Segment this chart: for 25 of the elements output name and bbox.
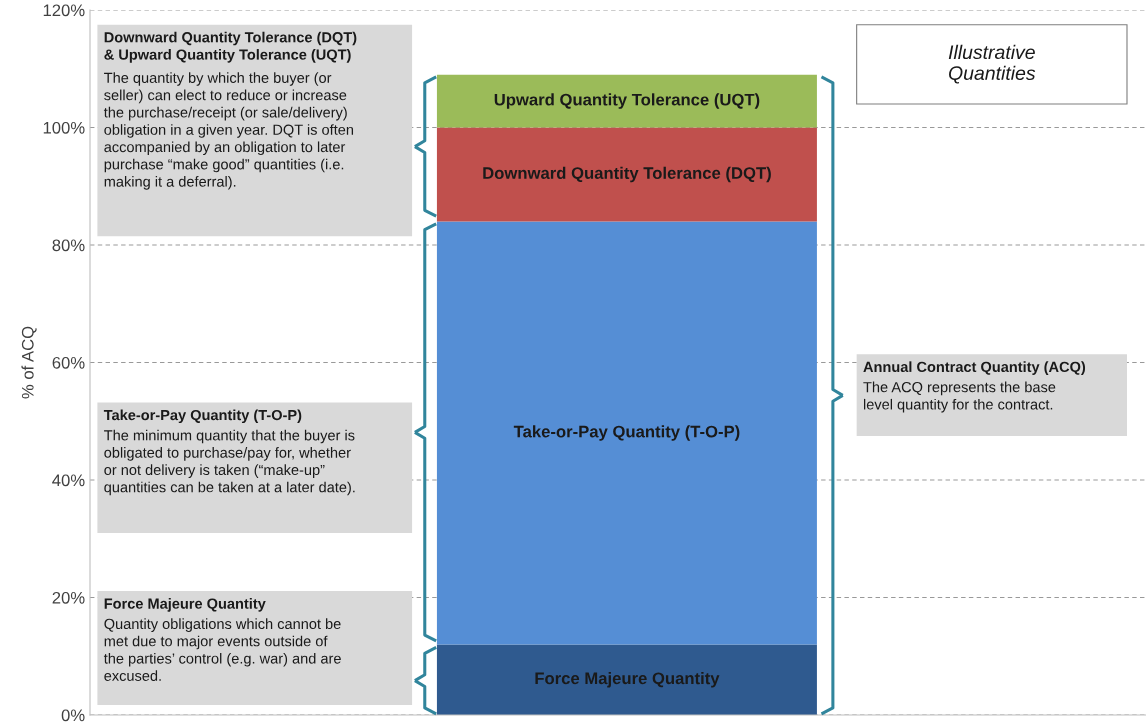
annotation: Annual Contract Quantity (ACQ) — [863, 361, 1086, 375]
bar — [436, 644, 817, 715]
annotation: The ACQ represents the base level quantity for the contract. — [863, 381, 1056, 413]
annotation: Take-or-Pay Quantity (T-O-P) — [103, 409, 302, 424]
annotation: Downward Quantity Tolerance (DQT) & Upward Quantity Tolerance (UQT) — [104, 31, 357, 63]
series-label: Force Majeure Quantity — [535, 671, 720, 688]
y-tick-label: 0% — [61, 709, 85, 722]
annotation: Illustrative Quantities — [948, 44, 1036, 84]
y-tick-label: 100% — [43, 121, 85, 134]
annotation: Quantity obligations which cannot be met due to major events outside of the parties’ control (e.g. war) and are excused. — [103, 618, 341, 681]
annotation: Force Majeure Quantity — [104, 598, 266, 612]
series-label: Upward Quantity Tolerance (UQT) — [494, 93, 760, 109]
series-label: Take-or-Pay Quantity (T-O-P) — [513, 425, 740, 441]
y-tick-label: 80% — [52, 239, 85, 252]
y-tick-label: 40% — [52, 474, 85, 487]
y-tick-label: 20% — [52, 591, 85, 604]
annotation: The quantity by which the buyer (or seller) can elect to reduce or increase the purchase/receipt (or sale/delivery) obligation in a given year. DQT is often accompanied by an obligation to later purchase “make good” quantities (i.e. making it a deferral). — [103, 72, 354, 190]
series-label: Downward Quantity Tolerance (DQT) — [483, 166, 771, 183]
y-tick-label: 120% — [43, 4, 85, 17]
y-tick-label: 60% — [52, 356, 85, 369]
bar — [436, 127, 817, 222]
bar — [436, 221, 817, 645]
bar — [436, 74, 817, 128]
y-axis-title: % of ACQ — [21, 326, 37, 399]
annotation: The minimum quantity that the buyer is obligated to purchase/pay for, whether or not delivery is taken (“make-up” quantities can be taken at a later date). — [104, 429, 355, 496]
